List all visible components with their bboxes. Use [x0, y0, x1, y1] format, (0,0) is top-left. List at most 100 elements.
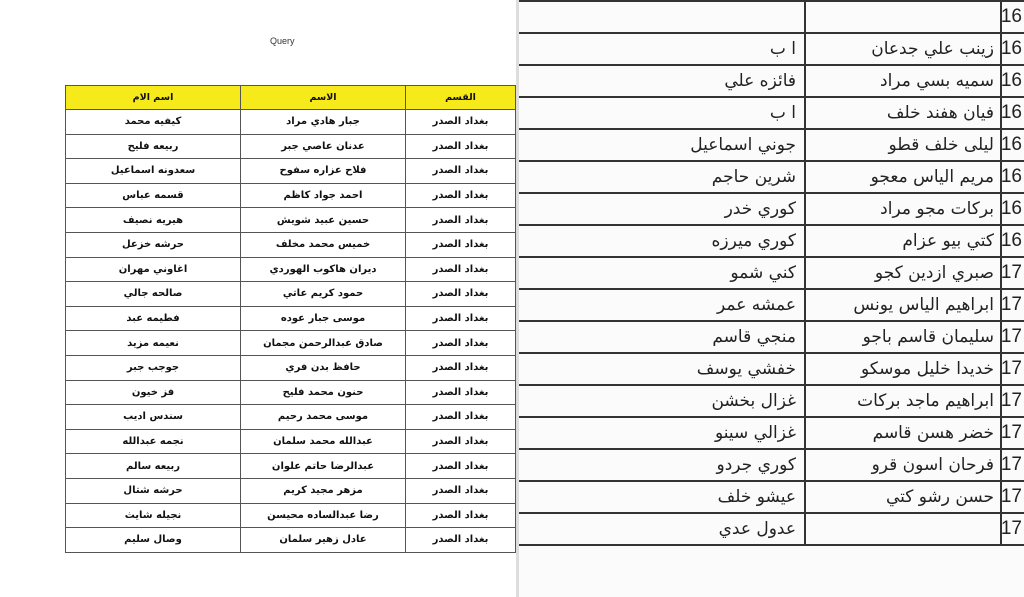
- table-row: بغداد الصدر عادل زهير سلمان وصال سليم: [65, 527, 516, 553]
- cell-name: فلاح عزاره سفوح: [240, 158, 406, 184]
- table-row: بغداد الصدر عبدالله محمد سلمان نجمه عبدالل…: [65, 428, 516, 455]
- column-header-name: الاسم: [240, 85, 406, 110]
- table-row: 17 ابراهيم ماجد بركات غزال بخشن: [519, 384, 1024, 418]
- cell-department: بغداد الصدر: [405, 256, 516, 283]
- cell-mother-name: اغاوني مهران: [65, 256, 241, 283]
- cell-name: صبري ازدين كجو: [804, 256, 1001, 290]
- cell-number: 16: [1000, 160, 1024, 194]
- table-row: بغداد الصدر رضا عبدالساده محيسن نجيله شايث: [65, 502, 516, 529]
- table-row: 17 فرحان اسون قرو كوري جردو: [519, 448, 1024, 482]
- cell-department: بغداد الصدر: [405, 109, 516, 135]
- cell-name: موسى محمد رحيم: [240, 404, 406, 430]
- cell-name: [804, 0, 1001, 34]
- cell-department: بغداد الصدر: [405, 207, 516, 233]
- cell-mother-name: ا ب: [519, 32, 805, 66]
- cell-name: جبار هادي مراد: [240, 109, 406, 135]
- cell-name: مزهر مجيد كريم: [240, 477, 406, 504]
- cell-name: خضر هسن قاسم: [804, 416, 1001, 450]
- table-row: بغداد الصدر عدنان عاصي جبر ربيعه فليح: [65, 133, 516, 160]
- cell-mother-name: فطيمه عبد: [65, 305, 241, 332]
- cell-mother-name: وصال سليم: [65, 527, 241, 553]
- table-row: بغداد الصدر موسى محمد رحيم سندس اديب: [65, 404, 516, 430]
- table-row: بغداد الصدر فلاح عزاره سفوح سعدونه اسماعيل: [65, 158, 516, 184]
- table-row: بغداد الصدر جبار هادي مراد كيفيه محمد: [65, 109, 516, 135]
- cell-department: بغداد الصدر: [405, 477, 516, 504]
- cell-name: عبدالله محمد سلمان: [240, 428, 406, 455]
- cell-mother-name: منجي قاسم: [519, 320, 805, 354]
- table-row: 16: [519, 0, 1024, 34]
- cell-department: بغداد الصدر: [405, 502, 516, 529]
- cell-mother-name: ربيعه سالم: [65, 453, 241, 479]
- table-row: بغداد الصدر موسى جبار عوده فطيمه عبد: [65, 305, 516, 332]
- cell-mother-name: كيفيه محمد: [65, 109, 241, 135]
- cell-name: حسن رشو كتي: [804, 480, 1001, 514]
- cell-mother-name: ربيعه فليح: [65, 133, 241, 160]
- cell-name: ديران هاكوب الهوردي: [240, 256, 406, 283]
- cell-department: بغداد الصدر: [405, 305, 516, 332]
- table-row: 16 مريم الياس معجو شرين حاجم: [519, 160, 1024, 194]
- page-divider: [516, 0, 519, 597]
- table-row: بغداد الصدر ديران هاكوب الهوردي اغاوني مهر…: [65, 256, 516, 283]
- document-title: Query: [270, 36, 295, 46]
- table-row: 16 ليلى خلف قطو جوني اسماعيل: [519, 128, 1024, 162]
- cell-mother-name: كوري ميرزه: [519, 224, 805, 258]
- cell-mother-name: غزالي سينو: [519, 416, 805, 450]
- cell-name: موسى جبار عوده: [240, 305, 406, 332]
- table-row: 16 فيان هفند خلف ا ب: [519, 96, 1024, 130]
- cell-department: بغداد الصدر: [405, 453, 516, 479]
- table-row: بغداد الصدر حنون محمد فليح فز خيون: [65, 379, 516, 406]
- table-row: 17 خضر هسن قاسم غزالي سينو: [519, 416, 1024, 450]
- cell-mother-name: حرشه شتال: [65, 477, 241, 504]
- cell-department: بغداد الصدر: [405, 404, 516, 430]
- cell-department: بغداد الصدر: [405, 379, 516, 406]
- cell-mother-name: جوني اسماعيل: [519, 128, 805, 162]
- table-row: 17 ابراهيم الياس يونس عمشه عمر: [519, 288, 1024, 322]
- cell-name: سميه بسي مراد: [804, 64, 1001, 98]
- cell-name: رضا عبدالساده محيسن: [240, 502, 406, 529]
- cell-number: 16: [1000, 128, 1024, 162]
- table-row: 17 عدول عدي: [519, 512, 1024, 546]
- table-row: بغداد الصدر صادق عبدالرحمن مجمان نعيمه مزي…: [65, 330, 516, 356]
- cell-name: احمد جواد كاظم: [240, 182, 406, 209]
- column-header-department: القسم: [405, 85, 516, 110]
- table-row: بغداد الصدر خميس محمد مخلف حرشه خزعل: [65, 231, 516, 258]
- cell-number: 17: [1000, 480, 1024, 514]
- cell-name: سليمان قاسم باجو: [804, 320, 1001, 354]
- cell-mother-name: صالحه جالي: [65, 281, 241, 307]
- cell-name: حافظ بدن فري: [240, 354, 406, 381]
- cell-number: 17: [1000, 352, 1024, 386]
- cell-name: خديدا خليل موسكو: [804, 352, 1001, 386]
- cell-mother-name: فز خيون: [65, 379, 241, 406]
- left-names-table: القسم الاسم اسم الام بغداد الصدر جبار هاد…: [65, 85, 516, 553]
- table-row: 17 خديدا خليل موسكو خفشي يوسف: [519, 352, 1024, 386]
- cell-name: كتي بيو عزام: [804, 224, 1001, 258]
- table-row: بغداد الصدر عبدالرضا حاتم علوان ربيعه سالم: [65, 453, 516, 479]
- cell-number: 16: [1000, 224, 1024, 258]
- cell-department: بغداد الصدر: [405, 428, 516, 455]
- cell-name: فيان هفند خلف: [804, 96, 1001, 130]
- cell-department: بغداد الصدر: [405, 133, 516, 160]
- cell-department: بغداد الصدر: [405, 231, 516, 258]
- table-row: بغداد الصدر حافظ بدن فري جوجب جبر: [65, 354, 516, 381]
- table-row: 17 حسن رشو كتي عيشو خلف: [519, 480, 1024, 514]
- cell-name: عادل زهير سلمان: [240, 527, 406, 553]
- cell-name: فرحان اسون قرو: [804, 448, 1001, 482]
- table-row: بغداد الصدر حمود كريم عاتي صالحه جالي: [65, 281, 516, 307]
- cell-name: عبدالرضا حاتم علوان: [240, 453, 406, 479]
- cell-mother-name: [519, 0, 805, 34]
- table-row: بغداد الصدر احمد جواد كاظم قسمه عباس: [65, 182, 516, 209]
- cell-number: 16: [1000, 0, 1024, 34]
- cell-mother-name: حرشه خزعل: [65, 231, 241, 258]
- cell-number: 17: [1000, 448, 1024, 482]
- cell-name: خميس محمد مخلف: [240, 231, 406, 258]
- right-document-scan: 16 16 زينب علي جدعان ا ب 16 سميه بسي مراد فائز…: [519, 0, 1024, 597]
- cell-department: بغداد الصدر: [405, 527, 516, 553]
- cell-mother-name: فائزه علي: [519, 64, 805, 98]
- table-row: 16 كتي بيو عزام كوري ميرزه: [519, 224, 1024, 258]
- cell-mother-name: جوجب جبر: [65, 354, 241, 381]
- cell-name: ليلى خلف قطو: [804, 128, 1001, 162]
- cell-name: حمود كريم عاتي: [240, 281, 406, 307]
- cell-number: 16: [1000, 32, 1024, 66]
- cell-number: 17: [1000, 288, 1024, 322]
- cell-name: ابراهيم ماجد بركات: [804, 384, 1001, 418]
